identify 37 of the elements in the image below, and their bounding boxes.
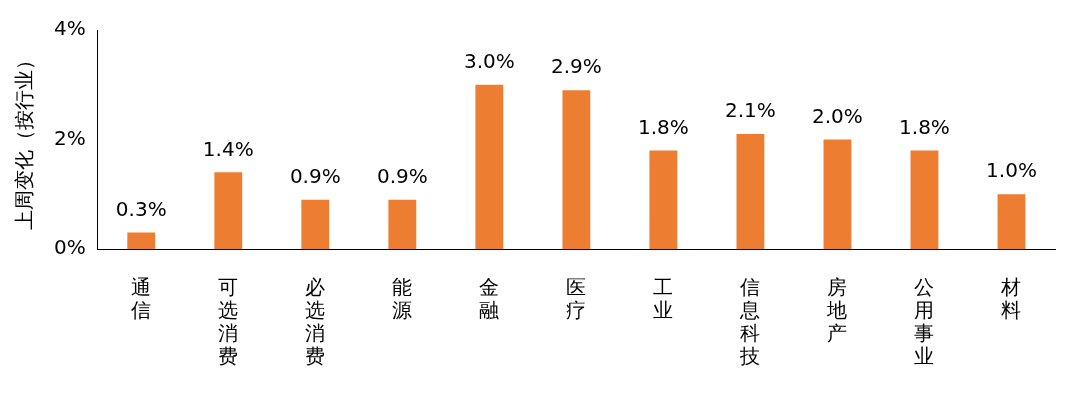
y-tick-label: 4% [53, 16, 86, 41]
bar [214, 172, 243, 249]
y-axis-title: 上周变化（按行业） [12, 49, 37, 230]
data-label: 0.3% [115, 196, 167, 221]
bar [649, 150, 678, 249]
data-label: 0.9% [289, 163, 341, 188]
bar [127, 232, 156, 249]
x-tick-label: 材料 [1000, 274, 1022, 322]
data-label: 3.0% [463, 48, 515, 73]
data-label: 2.1% [725, 98, 776, 123]
bar [736, 134, 765, 249]
x-tick-label: 公用事业 [914, 274, 935, 368]
y-tick-label: 0% [53, 235, 86, 260]
bar [910, 150, 939, 249]
x-tick-label: 能源 [392, 274, 413, 322]
data-label: 1.4% [202, 136, 254, 161]
data-label: 0.9% [376, 163, 428, 188]
data-label: 1.8% [637, 114, 689, 139]
y-tick-label: 2% [53, 125, 86, 150]
x-tick-label: 通信 [131, 274, 152, 322]
bar [301, 199, 330, 249]
x-tick-label: 可选消费 [218, 274, 239, 368]
bar [823, 139, 852, 249]
bar [562, 90, 591, 249]
x-tick-label: 医疗 [566, 274, 587, 322]
data-label: 2.9% [550, 54, 602, 79]
data-label: 1.8% [899, 114, 950, 139]
bar [997, 194, 1026, 249]
bar [475, 84, 504, 249]
x-tick-label: 金融 [479, 274, 500, 322]
x-tick-label: 必选消费 [305, 274, 326, 368]
data-label: 1.0% [986, 158, 1037, 183]
x-tick-label: 工业 [653, 274, 674, 322]
data-label: 2.0% [812, 103, 863, 128]
x-tick-label: 房地产 [826, 274, 848, 345]
bar [388, 199, 417, 249]
x-tick-label: 信息科技 [739, 274, 761, 368]
